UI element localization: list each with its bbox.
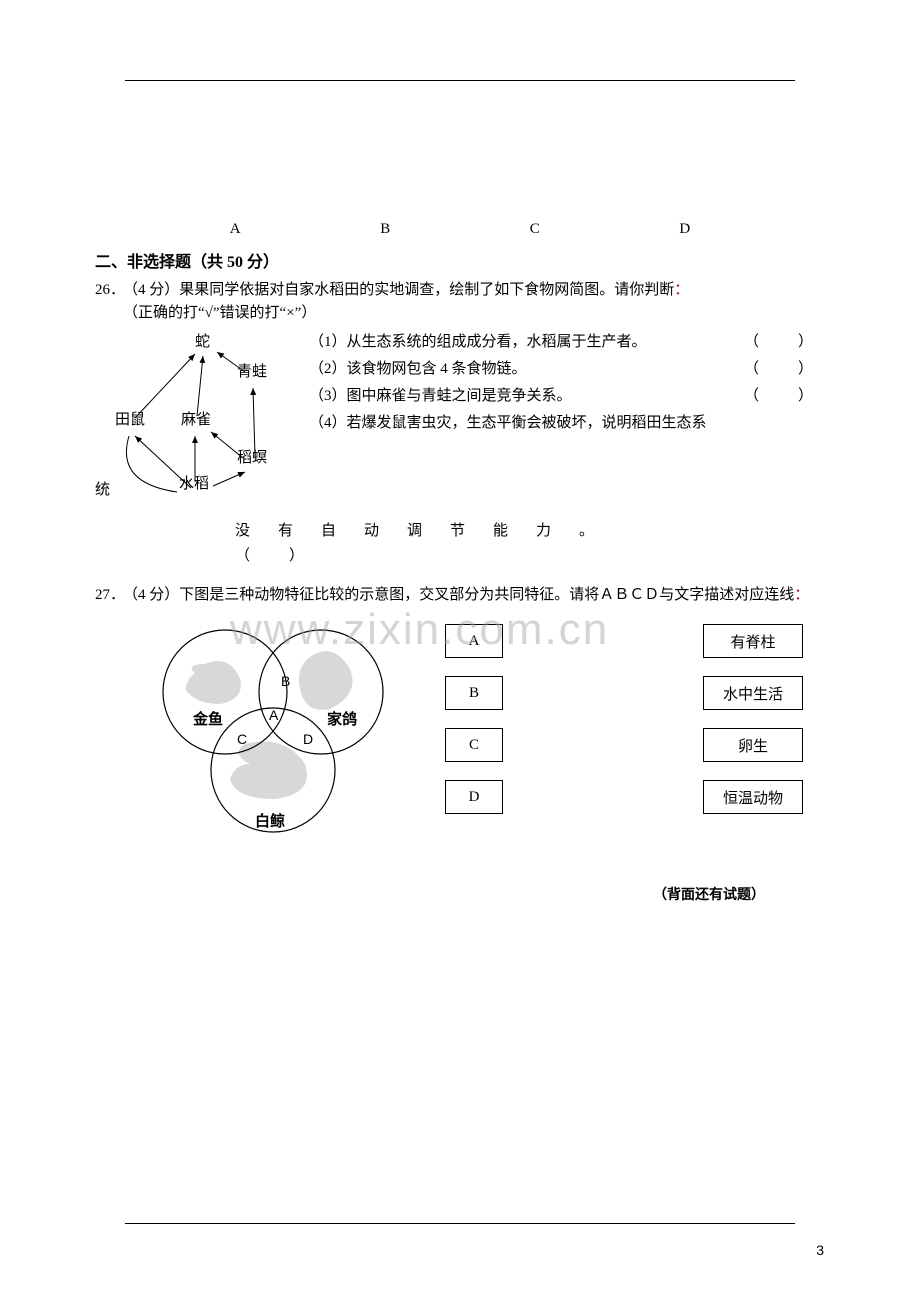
svg-text:白鲸: 白鲸 [255,812,285,830]
svg-text:金鱼: 金鱼 [192,710,223,728]
match-box-a: A [445,624,503,658]
question-26: 26． （4 分）果果同学依据对自家水稻田的实地调查，绘制了如下食物网简图。请你… [95,278,825,324]
option-d: D [679,221,690,238]
q26-stmt-3: （3）图中麻雀与青蛙之间是竞争关系。 （ ） [309,384,825,405]
option-c: C [530,221,540,238]
match-left-column: A B C D [445,614,503,814]
answer-blank: （ ） [235,548,316,564]
q26-foodweb-and-statements: 蛇青蛙田鼠 麻雀稻螟水稻 （1）从生态系统的组成成分看，水稻属于生产者。 （ ） … [95,328,825,508]
q27-intro-colon: ： [794,587,809,603]
question-26-number: 26． [95,278,123,299]
svg-text:D: D [303,731,313,747]
q26-statements: （1）从生态系统的组成成分看，水稻属于生产者。 （ ） （2）该食物网包含 4 … [309,328,825,508]
svg-text:家鸽: 家鸽 [327,710,357,728]
svg-text:B: B [281,673,290,689]
q26-stmt4-tail: 没有自动调节能力。 [235,519,825,540]
top-horizontal-rule [125,80,795,81]
q26-stmt-1: （1）从生态系统的组成成分看，水稻属于生产者。 （ ） [309,330,825,351]
answer-blank: （ ） [744,384,825,405]
q27-venn-and-matching: 金鱼家鸽白鲸ABCD A B C D 有脊柱 水中生活 卵生 恒温动物 [135,614,825,844]
match-box-b: B [445,676,503,710]
svg-text:蛇: 蛇 [195,333,210,350]
venn-diagram: 金鱼 家鸽白鲸 A B C D [135,614,405,844]
answer-blank: （ ） [744,330,825,351]
answer-blank: （ ） [744,357,825,378]
section-2-title: 二、非选择题（共 50 分） [95,248,825,272]
page-number: 3 [816,1242,824,1258]
food-web-diagram: 蛇青蛙田鼠 麻雀稻螟水稻 [95,328,295,508]
question-27: 27． （4 分）下图是三种动物特征比较的示意图，交叉部分为共同特征。请将ＡＢＣ… [95,583,825,604]
svg-text:A: A [269,707,279,723]
q26-stmt-4: （4）若爆发鼠害虫灾，生态平衡会被破坏，说明稻田生态系 [309,411,825,432]
q26-intro-text: （4 分）果果同学依据对自家水稻田的实地调查，绘制了如下食物网简图。请你判断 [123,282,674,298]
svg-text:青蛙: 青蛙 [237,363,267,380]
q26-intro-colon: ： [674,282,689,298]
q26-stmt-2: （2）该食物网包含 4 条食物链。 （ ） [309,357,825,378]
back-page-note: （背面还有试题） [95,884,765,904]
match-box-spine: 有脊柱 [703,624,803,658]
match-box-c: C [445,728,503,762]
svg-text:C: C [237,731,247,747]
match-box-warm: 恒温动物 [703,780,803,814]
option-row-abcd: A B C D [160,221,760,238]
bottom-horizontal-rule [125,1223,795,1224]
svg-text:田鼠: 田鼠 [115,411,145,428]
question-27-number: 27． [95,583,123,604]
q26-intro2: （正确的打“√”错误的打“×”） [123,301,825,322]
option-a: A [230,221,241,238]
match-right-column: 有脊柱 水中生活 卵生 恒温动物 [703,614,803,814]
svg-text:水稻: 水稻 [179,475,209,492]
match-box-egg: 卵生 [703,728,803,762]
svg-text:麻雀: 麻雀 [181,411,211,428]
match-box-water: 水中生活 [703,676,803,710]
option-b: B [380,221,390,238]
svg-text:稻螟: 稻螟 [237,449,267,466]
q27-intro-text: （4 分）下图是三种动物特征比较的示意图，交叉部分为共同特征。请将ＡＢＣＤ与文字… [123,587,794,603]
match-box-d: D [445,780,503,814]
